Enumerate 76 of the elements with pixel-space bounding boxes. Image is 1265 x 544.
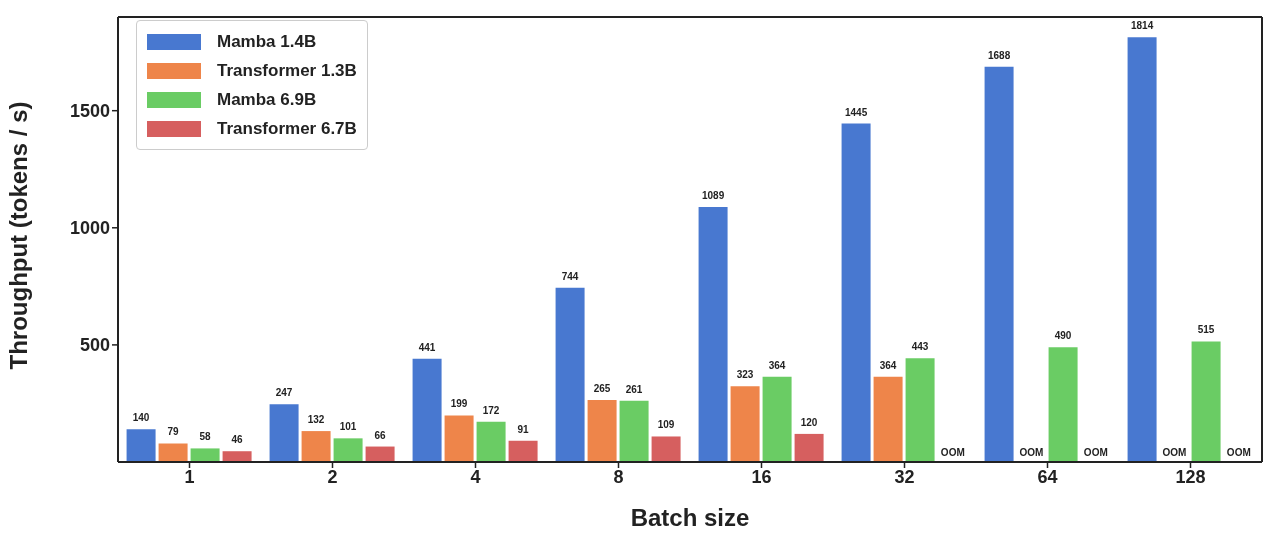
data-label: 364 (768, 359, 786, 371)
bar (794, 433, 824, 462)
x-tick-label: 4 (470, 466, 481, 487)
bar (698, 206, 728, 462)
y-tick-label: 500 (79, 335, 110, 356)
bar (126, 429, 156, 462)
bar (1048, 347, 1078, 462)
text: OOM (1226, 447, 1251, 458)
text: OOM (940, 447, 965, 458)
data-label: 1814 (1130, 20, 1154, 32)
data-label: 66 (374, 429, 387, 441)
data-label: 132 (307, 414, 325, 426)
bar (762, 376, 792, 462)
text: OOM (1083, 447, 1108, 458)
x-tick-label: 32 (894, 466, 915, 487)
bar (190, 448, 220, 462)
bar (984, 66, 1014, 462)
x-tick-label: 2 (327, 466, 338, 487)
x-tick-label: 1 (184, 466, 195, 487)
data-label: 364 (879, 359, 897, 371)
data-label: 744 (561, 270, 579, 282)
data-label: 79 (167, 426, 180, 438)
bar (222, 451, 252, 462)
bar (508, 440, 538, 462)
bar (587, 399, 617, 462)
data-label: 261 (625, 383, 643, 395)
data-label: 1089 (701, 189, 725, 201)
bar (873, 376, 903, 462)
legend-label: Mamba 6.9B (217, 89, 317, 110)
data-label: 120 (800, 416, 818, 428)
data-label: 140 (132, 412, 150, 424)
bar (333, 438, 363, 462)
text: OOM (1019, 447, 1044, 458)
bar (619, 400, 649, 462)
bar (476, 421, 506, 462)
data-label: 490 (1054, 330, 1072, 342)
bar (555, 287, 585, 462)
bar (158, 443, 188, 462)
data-label: 1688 (987, 49, 1011, 61)
text: OOM (1162, 447, 1187, 458)
legend-label: Mamba 1.4B (217, 31, 317, 52)
legend-label: Transformer 1.3B (217, 60, 357, 81)
bar (412, 358, 442, 462)
bar (651, 436, 681, 462)
bar (269, 404, 299, 462)
bar (841, 123, 871, 462)
data-label: 265 (593, 382, 611, 394)
x-axis-title: Batch size (630, 504, 750, 531)
bar (1191, 341, 1221, 462)
data-label: 1445 (844, 106, 868, 118)
data-label: 443 (911, 341, 929, 353)
bar (365, 446, 395, 462)
data-label: 441 (418, 341, 436, 353)
x-tick-label: 128 (1175, 466, 1206, 487)
y-tick-label: 1000 (69, 218, 110, 239)
bar (444, 415, 474, 462)
data-label: 323 (736, 369, 754, 381)
data-label: 199 (450, 398, 468, 410)
data-label: 101 (339, 421, 357, 433)
data-label: 515 (1197, 324, 1215, 336)
y-axis-title: Throughput (tokens / s) (4, 101, 32, 370)
data-label: 46 (231, 434, 244, 446)
data-label: 58 (199, 431, 212, 443)
y-tick-label: 1500 (69, 101, 110, 122)
bar (730, 386, 760, 462)
legend-label: Transformer 6.7B (217, 118, 357, 139)
bar (1127, 37, 1157, 462)
data-label: 172 (482, 404, 500, 416)
data-label: 91 (517, 423, 530, 435)
data-label: 247 (275, 387, 293, 399)
data-label: 109 (657, 419, 675, 431)
x-tick-label: 8 (613, 466, 624, 487)
x-tick-label: 64 (1037, 466, 1058, 487)
bar (905, 358, 935, 462)
bar (301, 431, 331, 462)
x-tick-label: 16 (751, 466, 772, 487)
